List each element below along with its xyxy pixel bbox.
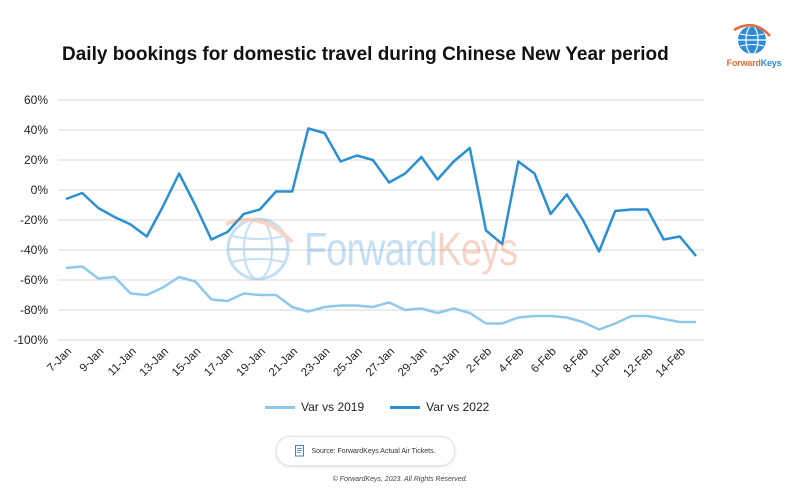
forwardkeys-logo-icon: [733, 23, 771, 55]
copyright-text: © ForwardKeys, 2023. All Rights Reserved…: [332, 476, 468, 483]
x-tick-label: 10-Feb: [589, 346, 623, 380]
x-tick-label: 23-Jan: [299, 346, 332, 379]
x-tick-label: 17-Jan: [202, 346, 235, 379]
x-tick-label: 13-Jan: [138, 346, 171, 379]
legend-item-2022: Var vs 2022: [390, 400, 489, 414]
x-tick-label: 21-Jan: [267, 346, 300, 379]
x-tick-label: 6-Feb: [529, 346, 559, 376]
y-tick-label: -80%: [20, 303, 48, 317]
x-tick-label: 8-Feb: [561, 346, 591, 376]
legend-swatch-2022: [390, 405, 421, 409]
gridlines: [58, 99, 704, 341]
legend-label-2019: Var vs 2019: [301, 400, 365, 414]
logo-wordmark: ForwardKeys: [726, 58, 782, 68]
legend-label-2022: Var vs 2022: [426, 400, 490, 414]
y-tick-label: 40%: [24, 123, 48, 137]
x-tick-label: 4-Feb: [497, 346, 527, 376]
y-tick-label: -40%: [20, 243, 48, 257]
series-line-2022: [65, 127, 697, 257]
y-tick-label: 60%: [24, 93, 48, 107]
y-tick-label: 20%: [24, 153, 48, 167]
source-note: Source: ForwardKeys Actual Air Tickets.: [276, 436, 455, 466]
x-tick-label: 25-Jan: [332, 346, 365, 379]
x-tick-label: 29-Jan: [396, 346, 429, 379]
x-tick-label: 27-Jan: [364, 346, 397, 379]
x-tick-label: 31-Jan: [428, 346, 461, 379]
x-tick-label: 14-Feb: [654, 346, 688, 380]
legend: Var vs 2019 Var vs 2022: [265, 400, 489, 414]
x-tick-label: 12-Feb: [621, 346, 655, 380]
x-tick-label: 7-Jan: [45, 346, 74, 375]
source-text: Source: ForwardKeys Actual Air Tickets.: [311, 447, 436, 455]
x-tick-label: 15-Jan: [170, 346, 203, 379]
legend-swatch-2019: [265, 405, 295, 409]
y-tick-label: 0%: [31, 183, 49, 197]
x-axis-tick-labels: 7-Jan 9-Jan 11-Jan13-Jan15-Jan17-Jan19-Jan…: [45, 346, 688, 380]
y-axis-tick-labels: 60% 40% 20% 0% -20% -40% -60% -80% -100%: [13, 93, 48, 347]
document-icon: [295, 445, 305, 457]
y-tick-label: -60%: [20, 273, 48, 287]
series-lines: [65, 127, 697, 331]
series-line-2019: [65, 265, 696, 331]
x-tick-label: 2-Feb: [464, 346, 494, 376]
x-tick-label: 9-Jan: [78, 346, 107, 375]
y-tick-label: -100%: [13, 333, 48, 347]
x-tick-label: 11-Jan: [106, 346, 139, 379]
chart-title: Daily bookings for domestic travel durin…: [62, 44, 669, 65]
x-tick-label: 19-Jan: [235, 346, 268, 379]
legend-item-2019: Var vs 2019: [265, 400, 364, 414]
y-tick-label: -20%: [20, 213, 48, 227]
